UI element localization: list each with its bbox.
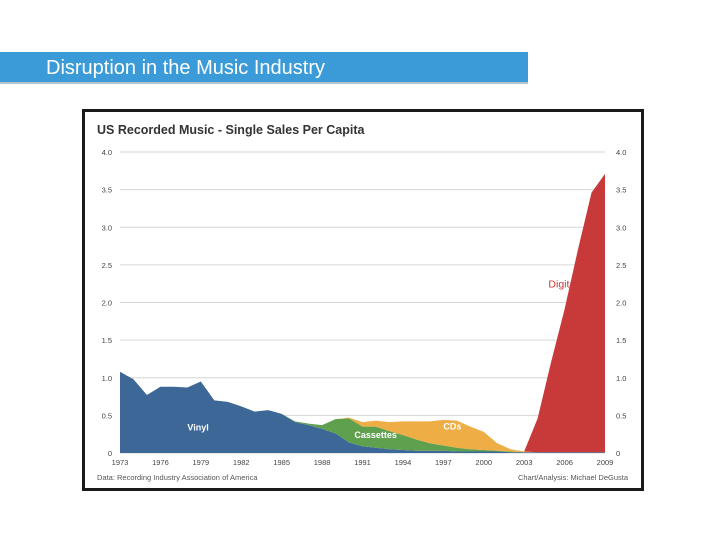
title-bar: Disruption in the Music Industry <box>0 52 528 84</box>
y-tick-label-left: 1.5 <box>102 336 112 345</box>
x-tick-label: 2009 <box>597 458 614 467</box>
x-tick-label: 1985 <box>273 458 290 467</box>
y-tick-label-right: 3.0 <box>616 223 626 232</box>
series-label-cassettes: Cassettes <box>354 430 397 440</box>
y-tick-label-right: 2.5 <box>616 261 626 270</box>
y-tick-label-right: 4.0 <box>616 148 626 157</box>
x-tick-label: 1976 <box>152 458 169 467</box>
y-tick-label-right: 0.5 <box>616 411 626 420</box>
x-tick-label: 1973 <box>112 458 129 467</box>
y-tick-label-left: 0.5 <box>102 411 112 420</box>
y-tick-label-left: 2.0 <box>102 299 112 308</box>
x-tick-label: 1988 <box>314 458 331 467</box>
chart-title: US Recorded Music - Single Sales Per Cap… <box>97 123 365 137</box>
x-tick-label: 1982 <box>233 458 250 467</box>
y-tick-label-right: 1.5 <box>616 336 626 345</box>
y-tick-label-right: 2.0 <box>616 299 626 308</box>
y-tick-label-right: 1.0 <box>616 374 626 383</box>
y-tick-label-left: 3.5 <box>102 186 112 195</box>
y-tick-label-left: 0 <box>108 449 112 458</box>
y-tick-label-left: 2.5 <box>102 261 112 270</box>
area-vinyl <box>120 371 605 453</box>
y-tick-label-left: 1.0 <box>102 374 112 383</box>
series-label-cds: CDs <box>443 422 461 432</box>
x-tick-labels: 1973 1976 1979 1982 1985 1988 1991 1994 1997 2000… <box>112 458 614 467</box>
x-tick-label: 1994 <box>395 458 412 467</box>
x-tick-label: 1997 <box>435 458 452 467</box>
area-cds <box>120 371 605 453</box>
y-tick-label-right: 0 <box>616 449 620 458</box>
area-digital <box>120 173 605 453</box>
y-tick-label-left: 4.0 <box>102 148 112 157</box>
y-tick-labels: 0 0 0.5 0.5 1.0 1.0 1.5 1.5 2.0 2.0 2.5 2.5 3.0 3.0 3.… <box>102 148 627 458</box>
area-cassettes <box>120 371 605 453</box>
chart-credit: Chart/Analysis: Michael DeGusta <box>518 473 629 482</box>
y-tick-label-left: 3.0 <box>102 223 112 232</box>
series-label-vinyl: Vinyl <box>187 422 208 432</box>
y-tick-label-right: 3.5 <box>616 186 626 195</box>
x-tick-label: 2006 <box>556 458 573 467</box>
series-labels: Vinyl Cassettes CDs Digital <box>187 278 577 440</box>
slide-title: Disruption in the Music Industry <box>46 57 326 79</box>
x-tick-label: 2003 <box>516 458 533 467</box>
area-series-group <box>120 173 605 453</box>
x-tick-label: 2000 <box>475 458 492 467</box>
chart-source: Data: Recording Industry Association of … <box>97 473 258 482</box>
series-label-digital: Digital <box>548 278 577 290</box>
x-tick-label: 1991 <box>354 458 371 467</box>
x-tick-label: 1979 <box>192 458 209 467</box>
